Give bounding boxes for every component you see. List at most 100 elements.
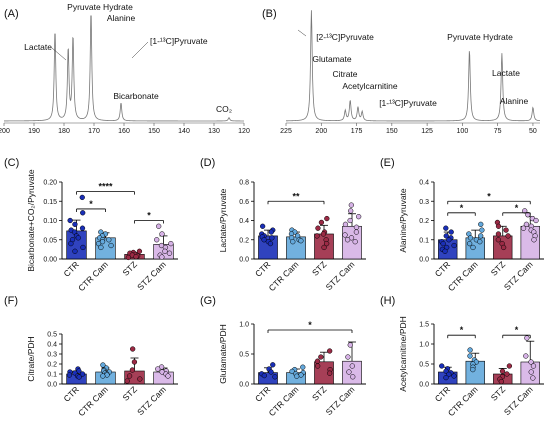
panel-letter: (G) — [200, 295, 216, 307]
category-label: STZ — [310, 384, 328, 402]
data-point — [166, 250, 173, 256]
y-axis-label: Bicarbonate+CO₂/Pyruvate — [26, 169, 36, 272]
spectrum-trace — [286, 10, 541, 122]
data-point — [162, 248, 168, 254]
bar-panel-h: (H) 0.0 0.5 1.0 1.5 Acetylcarnitine/PDH CTRCTR… — [380, 295, 544, 418]
y-tick-label: 0.5 — [419, 362, 429, 369]
data-point — [495, 223, 502, 229]
data-point — [79, 225, 86, 231]
data-point — [350, 374, 356, 380]
data-point — [495, 231, 502, 237]
significance-label: * — [147, 211, 151, 221]
data-point — [72, 248, 78, 254]
ppm-tick-label: 170 — [88, 128, 100, 135]
data-point — [505, 233, 511, 239]
ppm-tick-label: 200 — [315, 128, 327, 135]
data-point — [155, 366, 161, 372]
data-point — [466, 240, 473, 247]
data-point — [126, 373, 133, 379]
y-tick-label: 0.4 — [419, 180, 429, 187]
data-point — [324, 240, 330, 247]
data-point — [523, 353, 529, 359]
data-point — [320, 231, 327, 237]
peak-label: Alanine — [107, 13, 136, 23]
data-point — [520, 225, 527, 231]
category-label: CTR — [433, 384, 452, 403]
significance-label: * — [515, 203, 519, 213]
data-point — [315, 363, 321, 369]
data-point — [326, 370, 333, 376]
peak-label: Alanine — [500, 96, 529, 106]
data-point — [108, 242, 114, 249]
data-point — [448, 229, 454, 235]
y-axis-label: Alanine/Pyruvate — [398, 188, 408, 253]
y-tick-label: 0.0 — [239, 382, 249, 389]
data-point — [75, 235, 81, 241]
data-point — [68, 240, 74, 247]
y-tick-label: 0.3 — [419, 199, 429, 206]
y-tick-label: 0.00 — [43, 257, 57, 264]
significance-label: * — [487, 191, 491, 201]
y-tick-label: 0.2 — [419, 218, 429, 225]
data-point — [129, 367, 136, 373]
category-label: STZ Cam — [502, 384, 535, 417]
data-point — [261, 372, 267, 379]
data-point — [315, 225, 321, 231]
panel-letter: (B) — [262, 8, 277, 20]
category-label: STZ Cam — [324, 384, 357, 417]
data-point — [533, 217, 539, 224]
peak-label: [2-¹³C]Pyruvate — [316, 32, 374, 42]
data-point — [355, 214, 362, 220]
data-point — [495, 237, 501, 243]
category-label: CTR — [61, 384, 80, 403]
panel-letter: (H) — [380, 295, 395, 307]
ppm-tick-label: 120 — [238, 128, 250, 135]
ppm-tick-label: 125 — [421, 128, 433, 135]
data-point — [524, 335, 530, 341]
data-point — [342, 221, 349, 228]
panel-letter: (E) — [380, 157, 395, 169]
significance-label: **** — [98, 182, 113, 192]
peak-label: Pyruvate Hydrate — [67, 2, 133, 12]
ppm-tick-label: 140 — [178, 128, 190, 135]
data-point — [130, 346, 136, 352]
data-point — [261, 237, 267, 243]
significance-label: * — [89, 199, 93, 209]
data-point — [347, 342, 353, 348]
data-point — [298, 372, 304, 378]
data-point — [125, 254, 132, 261]
data-point — [506, 363, 513, 369]
spectrum-trace — [4, 15, 245, 122]
bar-panel-c: (C) 0.00 0.05 0.10 0.15 0.20 Bicarbonate+CO₂/P… — [4, 157, 178, 293]
ppm-tick-label: 50 — [529, 128, 537, 135]
category-label: STZ Cam — [135, 384, 168, 417]
data-point — [318, 354, 324, 360]
data-point — [137, 376, 143, 382]
data-point — [353, 229, 360, 235]
data-point — [100, 362, 106, 368]
data-point — [133, 254, 139, 260]
data-point — [443, 374, 449, 381]
panel-letter: (F) — [4, 295, 18, 307]
data-point — [478, 233, 484, 239]
data-point — [66, 372, 73, 378]
category-label: CTR Cam — [446, 384, 480, 418]
category-label: CTR Cam — [76, 384, 110, 418]
bar-panel-d: (D) 0.0 0.2 0.4 0.6 0.8 Lactate/Pyruvate CTRCTR… — [200, 157, 366, 293]
data-point — [290, 239, 296, 245]
category-label: STZ — [120, 259, 138, 277]
data-point — [67, 217, 73, 224]
y-tick-label: 0.2 — [239, 237, 249, 244]
data-point — [80, 244, 86, 251]
data-point — [76, 374, 82, 380]
category-label: CTR Cam — [267, 259, 301, 293]
data-point — [342, 232, 348, 238]
data-point — [531, 237, 537, 243]
data-point — [95, 240, 102, 247]
significance-label: * — [308, 320, 312, 330]
data-point — [131, 359, 138, 365]
significance-label: * — [515, 325, 519, 335]
y-axis-label: Citrate/PDH — [26, 336, 36, 381]
